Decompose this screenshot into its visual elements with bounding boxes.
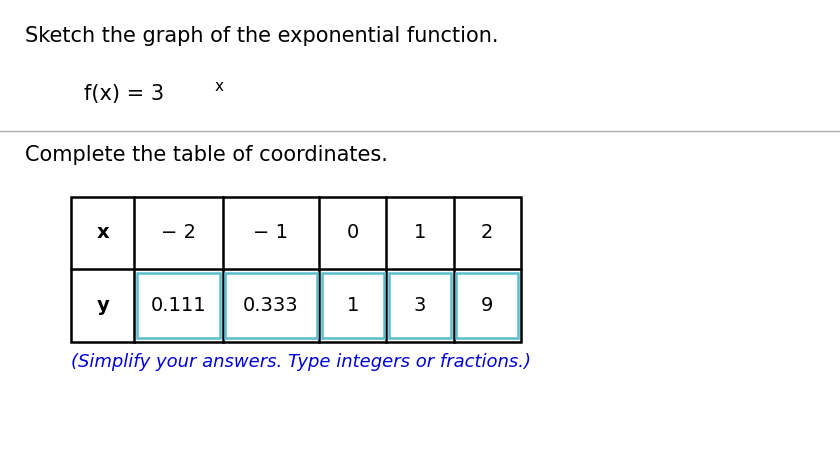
- Text: − 2: − 2: [161, 223, 196, 242]
- Bar: [322, 273, 384, 338]
- Text: Complete the table of coordinates.: Complete the table of coordinates.: [25, 145, 388, 165]
- Text: (Simplify your answers. Type integers or fractions.): (Simplify your answers. Type integers or…: [71, 353, 532, 371]
- Text: 3: 3: [414, 296, 426, 315]
- Bar: [137, 273, 220, 338]
- Text: 1: 1: [414, 223, 426, 242]
- Text: f(x) = 3: f(x) = 3: [84, 84, 164, 104]
- Text: x: x: [97, 223, 109, 242]
- Text: 1: 1: [347, 296, 359, 315]
- Text: 0.333: 0.333: [243, 296, 299, 315]
- Text: − 1: − 1: [254, 223, 288, 242]
- Text: 2: 2: [481, 223, 493, 242]
- Bar: [456, 273, 518, 338]
- Text: y: y: [97, 296, 109, 315]
- Text: Sketch the graph of the exponential function.: Sketch the graph of the exponential func…: [25, 26, 499, 46]
- Bar: [225, 273, 317, 338]
- Text: x: x: [214, 79, 223, 94]
- Bar: [389, 273, 451, 338]
- Text: 0.111: 0.111: [150, 296, 207, 315]
- Text: 9: 9: [481, 296, 493, 315]
- Bar: [71, 197, 521, 342]
- Text: 0: 0: [347, 223, 359, 242]
